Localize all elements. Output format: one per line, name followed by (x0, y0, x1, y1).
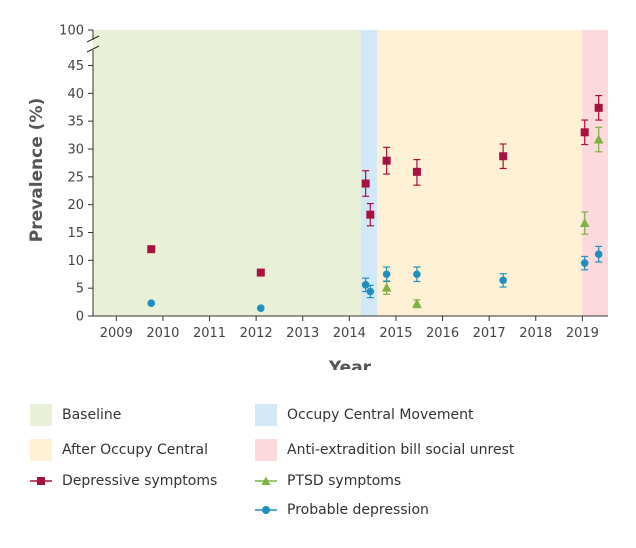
legend-item-after: After Occupy Central (30, 439, 208, 461)
x-tick-label: 2018 (519, 326, 552, 341)
legend-item-baseline: Baseline (30, 404, 121, 426)
data-point (594, 250, 603, 259)
series-depressive-symptoms (147, 94, 603, 277)
probable-marker-icon (255, 506, 277, 514)
legend-item-ptsd: PTSD symptoms (255, 473, 401, 489)
y-tick-label: 20 (67, 198, 84, 213)
y-tick-label: 5 (76, 282, 84, 297)
x-tick-label: 2019 (566, 326, 599, 341)
data-point (256, 304, 265, 313)
data-point (580, 128, 589, 137)
data-point (579, 218, 590, 228)
data-point (594, 103, 603, 112)
data-point (499, 276, 507, 285)
data-point (147, 245, 156, 254)
y-tick-label: 30 (67, 143, 84, 158)
data-point (381, 282, 392, 292)
data-point (382, 156, 391, 165)
legend-item-probable: Probable depression (255, 502, 429, 518)
legend-label-probable: Probable depression (287, 502, 429, 518)
series-probable-depression (147, 245, 603, 313)
x-tick-label: 2017 (473, 326, 506, 341)
legend-label-antiext: Anti-extradition bill social unrest (287, 442, 515, 458)
legend-label-baseline: Baseline (62, 407, 122, 423)
legend-label-occupy: Occupy Central Movement (287, 407, 474, 423)
x-tick-label: 2015 (379, 326, 412, 341)
period-band (582, 30, 608, 316)
axis-break-mark (86, 35, 100, 43)
data-point (593, 134, 604, 144)
legend-item-occupy: Occupy Central Movement (255, 404, 474, 426)
legend-item-antiext: Anti-extradition bill social unrest (255, 439, 514, 461)
data-point (412, 167, 421, 176)
y-tick-label: 0 (76, 310, 84, 325)
x-tick-label: 2014 (333, 326, 366, 341)
data-point (361, 281, 370, 289)
data-point (499, 152, 508, 161)
period-band (93, 30, 361, 316)
period-bands (93, 30, 608, 316)
data-point (366, 210, 375, 219)
data-point (256, 268, 265, 277)
legend-label-ptsd: PTSD symptoms (287, 473, 402, 489)
baseline-swatch (30, 404, 52, 426)
period-band (360, 30, 378, 316)
x-axis-title: Year (328, 358, 372, 370)
period-band (377, 30, 583, 316)
axis-break-mark (86, 45, 100, 53)
legend-item-depressive: Depressive symptoms (30, 473, 217, 489)
y-tick-label: 25 (67, 170, 84, 185)
axes (86, 30, 608, 317)
legend-label-depressive: Depressive symptoms (62, 473, 218, 489)
x-tick-label: 2013 (286, 326, 319, 341)
x-tick-labels: 2009 2010 2011 2012 2013 2014 2015 2016 2017 2018… (100, 316, 599, 341)
data-point (366, 287, 375, 296)
y-tick-labels: 0 5 10 15 20 25 30 35 40 45 100 (59, 24, 93, 325)
x-tick-label: 2012 (240, 326, 273, 341)
ptsd-marker-icon (255, 476, 277, 485)
y-tick-label: 100 (59, 24, 84, 39)
legend-label-after: After Occupy Central (62, 442, 208, 458)
occupy-swatch (255, 404, 277, 426)
y-tick-label: 10 (67, 254, 84, 269)
y-tick-label: 15 (67, 226, 84, 241)
y-tick-label: 40 (67, 87, 84, 102)
x-tick-label: 2011 (193, 326, 226, 341)
data-point (147, 299, 156, 307)
data-marks (147, 94, 604, 313)
x-tick-label: 2010 (146, 326, 179, 341)
depressive-marker-icon (30, 477, 52, 485)
x-tick-label: 2016 (426, 326, 459, 341)
antiext-swatch (255, 439, 277, 461)
after-swatch (30, 439, 52, 461)
data-point (361, 179, 370, 188)
series-ptsd-symptoms (381, 126, 604, 309)
data-point (580, 259, 589, 267)
data-point (412, 298, 422, 308)
data-point (382, 270, 391, 279)
y-axis-title: Prevalence (%) (27, 98, 47, 242)
y-tick-label: 45 (67, 59, 84, 74)
y-tick-label: 35 (67, 115, 84, 130)
x-tick-label: 2009 (100, 326, 133, 341)
data-point (413, 270, 421, 279)
